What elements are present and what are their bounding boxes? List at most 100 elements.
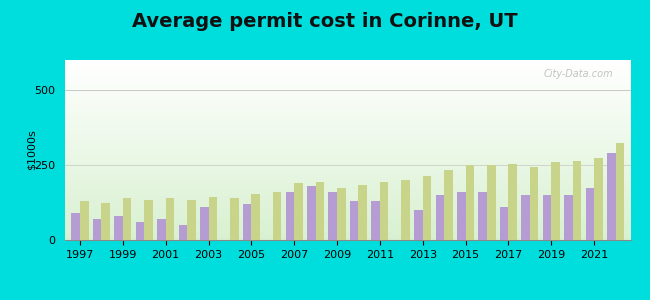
Bar <box>478 192 487 240</box>
Bar <box>65 173 630 174</box>
Bar <box>65 147 630 148</box>
Bar <box>65 171 630 172</box>
Bar <box>65 238 630 239</box>
Bar <box>157 219 166 240</box>
Bar <box>65 200 630 201</box>
Bar <box>65 191 630 192</box>
Bar <box>65 88 630 89</box>
Bar <box>465 165 474 240</box>
Bar <box>65 169 630 170</box>
Bar <box>65 139 630 140</box>
Bar <box>65 201 630 202</box>
Bar <box>65 150 630 151</box>
Bar <box>65 228 630 229</box>
Bar <box>65 134 630 135</box>
Bar <box>65 69 630 70</box>
Bar <box>65 183 630 184</box>
Bar <box>65 63 630 64</box>
Bar <box>401 180 410 240</box>
Bar <box>65 117 630 118</box>
Bar <box>65 185 630 186</box>
Bar <box>65 115 630 116</box>
Bar <box>65 164 630 165</box>
Bar <box>65 87 630 88</box>
Bar <box>65 204 630 205</box>
Bar <box>65 148 630 149</box>
Bar <box>65 178 630 179</box>
Bar <box>65 165 630 166</box>
Bar <box>65 126 630 127</box>
Bar <box>607 153 616 240</box>
Bar <box>65 235 630 236</box>
Bar <box>136 222 144 240</box>
Bar <box>307 186 316 240</box>
Bar <box>294 183 303 240</box>
Bar <box>65 136 630 137</box>
Bar <box>65 215 630 216</box>
Bar <box>616 142 624 240</box>
Bar <box>65 239 630 240</box>
Bar <box>444 169 452 240</box>
Bar <box>65 213 630 214</box>
Bar <box>65 60 630 61</box>
Bar <box>65 206 630 207</box>
Bar <box>65 236 630 237</box>
Bar <box>65 220 630 221</box>
Bar <box>65 99 630 100</box>
Bar <box>457 192 465 240</box>
Bar <box>551 162 560 240</box>
Bar <box>65 166 630 167</box>
Bar <box>65 152 630 153</box>
Bar <box>65 184 630 185</box>
Bar <box>65 214 630 215</box>
Bar <box>80 201 88 240</box>
Bar <box>65 210 630 211</box>
Bar <box>65 234 630 235</box>
Bar <box>65 145 630 146</box>
Bar <box>65 104 630 105</box>
Bar <box>243 204 252 240</box>
Bar <box>65 216 630 217</box>
Bar <box>65 179 630 180</box>
Bar <box>436 195 444 240</box>
Bar <box>65 140 630 141</box>
Bar <box>65 209 630 210</box>
Bar <box>65 167 630 168</box>
Bar <box>65 195 630 196</box>
Bar <box>65 131 630 132</box>
Bar <box>573 160 581 240</box>
Bar <box>328 192 337 240</box>
Bar <box>65 70 630 71</box>
Bar <box>65 149 630 150</box>
Bar <box>65 226 630 227</box>
Bar <box>65 225 630 226</box>
Bar <box>65 118 630 119</box>
Bar <box>65 142 630 143</box>
Bar <box>337 188 346 240</box>
Bar <box>65 100 630 101</box>
Bar <box>72 213 80 240</box>
Bar <box>65 120 630 121</box>
Bar <box>65 81 630 82</box>
Bar <box>273 192 281 240</box>
Bar <box>200 207 209 240</box>
Bar <box>65 102 630 103</box>
Bar <box>65 205 630 206</box>
Bar <box>65 219 630 220</box>
Bar <box>65 121 630 122</box>
Bar <box>358 184 367 240</box>
Bar <box>65 98 630 99</box>
Bar <box>65 93 630 94</box>
Bar <box>350 201 358 240</box>
Bar <box>65 95 630 96</box>
Bar <box>65 190 630 191</box>
Bar <box>65 106 630 107</box>
Bar <box>65 231 630 232</box>
Bar <box>65 233 630 234</box>
Bar <box>65 116 630 117</box>
Bar <box>65 125 630 126</box>
Bar <box>123 198 131 240</box>
Bar <box>65 168 630 169</box>
Bar <box>65 71 630 72</box>
Bar <box>65 189 630 190</box>
